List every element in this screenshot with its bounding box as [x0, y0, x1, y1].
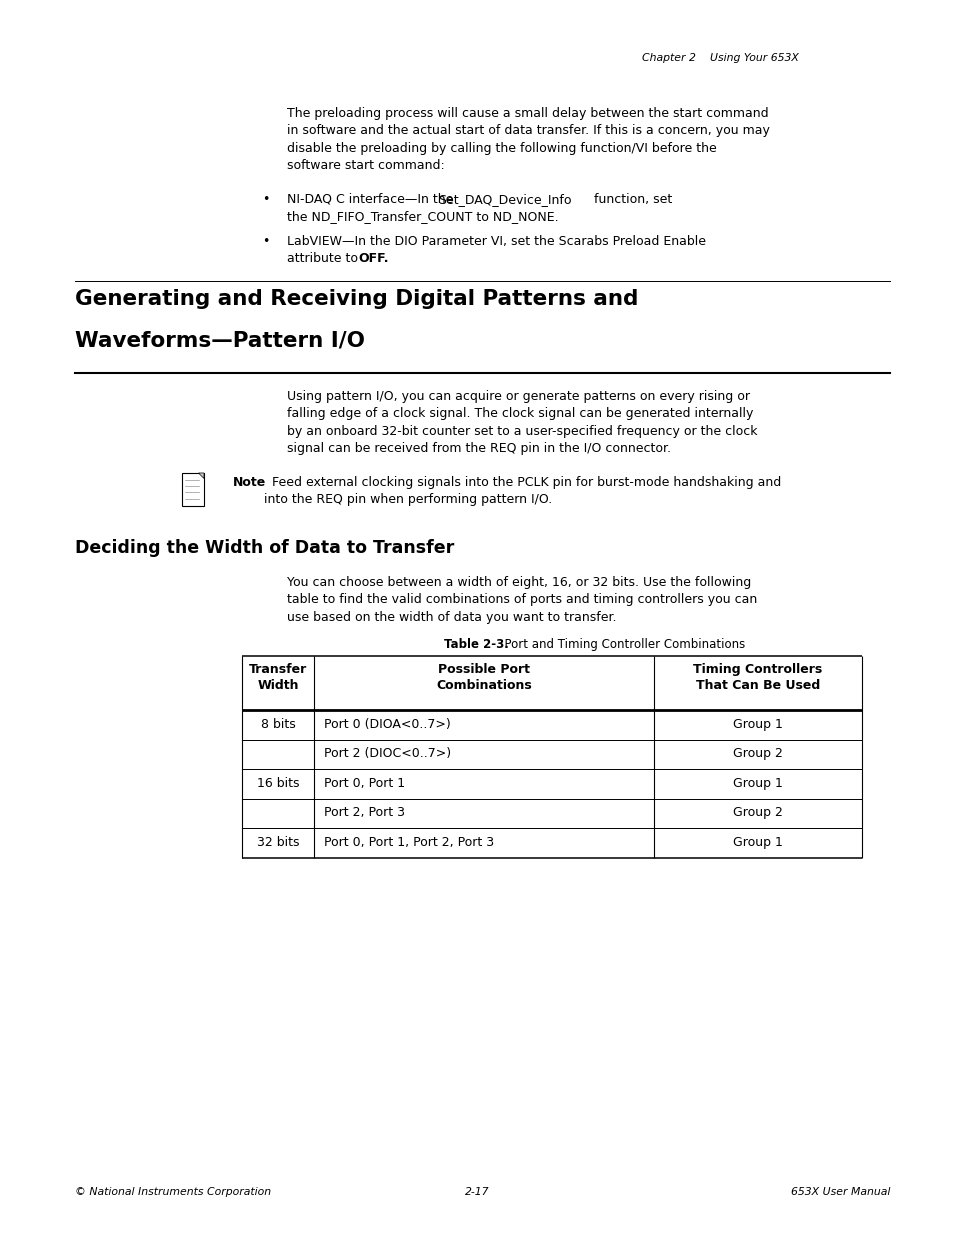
Text: Feed external clocking signals into the PCLK pin for burst-mode handshaking and
: Feed external clocking signals into the … — [264, 475, 781, 506]
Text: Possible Port
Combinations: Possible Port Combinations — [436, 663, 532, 692]
Text: Port 0, Port 1: Port 0, Port 1 — [324, 777, 405, 790]
Text: OFF.: OFF. — [357, 252, 388, 266]
Text: Port and Timing Controller Combinations: Port and Timing Controller Combinations — [497, 638, 744, 651]
Text: Port 0, Port 1, Port 2, Port 3: Port 0, Port 1, Port 2, Port 3 — [324, 836, 494, 848]
Text: function, set: function, set — [589, 193, 672, 206]
Text: Group 1: Group 1 — [732, 777, 782, 790]
Text: 8 bits: 8 bits — [260, 718, 295, 731]
Text: •: • — [262, 235, 269, 248]
Text: Table 2-3.: Table 2-3. — [443, 638, 508, 651]
Polygon shape — [198, 473, 204, 478]
Text: attribute to: attribute to — [287, 252, 361, 266]
Text: The preloading process will cause a small delay between the start command
in sof: The preloading process will cause a smal… — [287, 107, 769, 172]
Text: NI-DAQ C interface—In the: NI-DAQ C interface—In the — [287, 193, 456, 206]
Text: Port 0 (DIOA<0..7>): Port 0 (DIOA<0..7>) — [324, 718, 450, 731]
Text: Using pattern I/O, you can acquire or generate patterns on every rising or
falli: Using pattern I/O, you can acquire or ge… — [287, 390, 757, 456]
Text: Generating and Receiving Digital Patterns and: Generating and Receiving Digital Pattern… — [75, 289, 638, 309]
Text: 32 bits: 32 bits — [256, 836, 299, 848]
Text: Port 2, Port 3: Port 2, Port 3 — [324, 806, 405, 820]
Text: 653X User Manual: 653X User Manual — [790, 1187, 889, 1197]
Text: •: • — [262, 193, 269, 206]
Text: 2-17: 2-17 — [464, 1187, 489, 1197]
Text: LabVIEW—In the DIO Parameter VI, set the Scarabs Preload Enable: LabVIEW—In the DIO Parameter VI, set the… — [287, 235, 705, 248]
Text: Note: Note — [233, 475, 266, 489]
Text: the ND_FIFO_Transfer_COUNT to ND_NONE.: the ND_FIFO_Transfer_COUNT to ND_NONE. — [287, 210, 558, 224]
Text: © National Instruments Corporation: © National Instruments Corporation — [75, 1187, 271, 1197]
Text: Group 1: Group 1 — [732, 718, 782, 731]
Text: Group 2: Group 2 — [732, 747, 782, 761]
Text: Timing Controllers
That Can Be Used: Timing Controllers That Can Be Used — [693, 663, 821, 692]
Text: 16 bits: 16 bits — [256, 777, 299, 790]
Text: Deciding the Width of Data to Transfer: Deciding the Width of Data to Transfer — [75, 538, 454, 557]
Text: You can choose between a width of eight, 16, or 32 bits. Use the following
table: You can choose between a width of eight,… — [287, 576, 757, 624]
Text: Set_DAQ_Device_Info: Set_DAQ_Device_Info — [438, 193, 572, 206]
Bar — [182, 473, 204, 506]
Text: Transfer
Width: Transfer Width — [249, 663, 307, 692]
Text: Group 1: Group 1 — [732, 836, 782, 848]
Text: Port 2 (DIOC<0..7>): Port 2 (DIOC<0..7>) — [324, 747, 451, 761]
Text: Using Your 653X: Using Your 653X — [709, 53, 798, 63]
Text: Waveforms—Pattern I/O: Waveforms—Pattern I/O — [75, 331, 365, 351]
Text: Group 2: Group 2 — [732, 806, 782, 820]
Text: Chapter 2: Chapter 2 — [641, 53, 695, 63]
